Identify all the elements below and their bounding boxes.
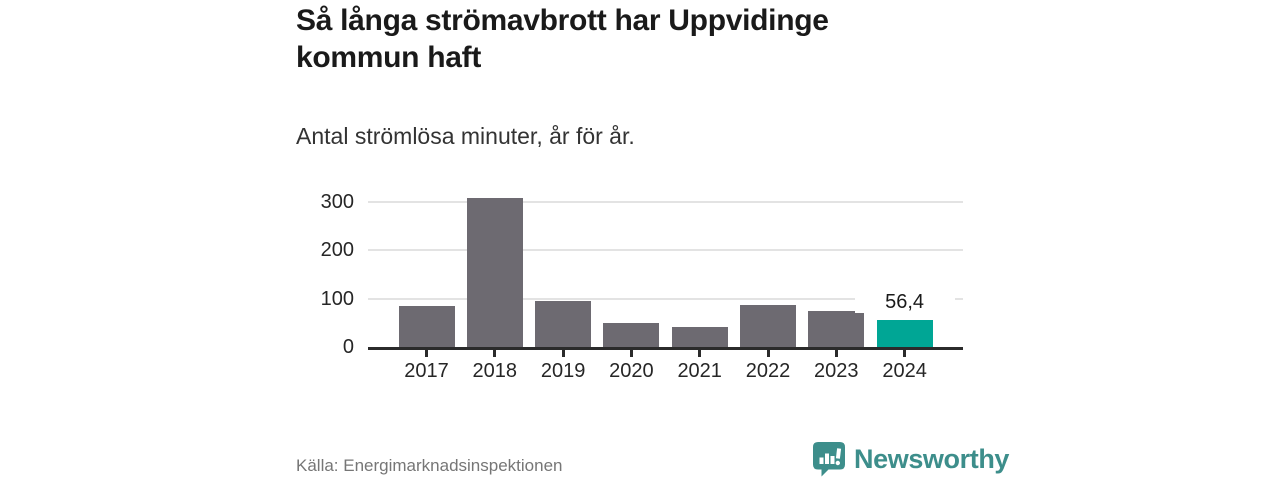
bar-2021 — [671, 326, 728, 347]
y-axis-label: 200 — [320, 239, 354, 262]
x-axis-tick — [834, 350, 838, 357]
bar-2022 — [740, 305, 796, 347]
y-axis-label: 100 — [320, 287, 354, 310]
x-axis-label: 2024 — [882, 360, 927, 382]
x-axis-label: 2018 — [472, 360, 518, 382]
bar-2024 — [876, 319, 933, 347]
x-axis-label: 2020 — [609, 360, 654, 382]
bar-2019 — [535, 300, 592, 347]
gridline-200 — [368, 249, 963, 252]
x-axis-tick — [425, 350, 428, 357]
x-axis-label: 2022 — [745, 360, 791, 382]
bar-2023 — [808, 310, 865, 347]
x-axis-tick — [766, 350, 770, 357]
gridline-300 — [368, 201, 963, 204]
chart-subtitle: Antal strömlösa minuter, år för år. — [296, 123, 635, 149]
x-axis-label: 2021 — [677, 360, 722, 382]
y-axis-label: 0 — [342, 336, 354, 358]
newsworthy-bubble-chart-icon — [813, 442, 845, 477]
x-axis-tick — [561, 350, 565, 357]
x-axis-tick — [493, 350, 497, 357]
x-axis-label: 2019 — [540, 360, 586, 382]
x-axis-label: 2023 — [814, 360, 859, 382]
chart-title: Så långa strömavbrott har Uppvidinge kom… — [296, 4, 829, 74]
bar-2020 — [603, 323, 660, 347]
plot-area: 56,4 — [368, 195, 963, 350]
x-axis-tick — [903, 350, 907, 357]
bar-2018 — [466, 198, 523, 347]
x-axis-tick — [629, 350, 633, 357]
y-axis-label: 300 — [320, 191, 354, 214]
bar-chart: 56,4 0 100 200 300 2017 2018 2019 2020 2021 2022 2… — [296, 191, 986, 395]
source-note: Källa: Energimarknadsinspektionen — [296, 456, 563, 475]
data-label-highlight: 56,4 — [854, 290, 955, 313]
x-axis-label: 2017 — [404, 360, 449, 382]
newsworthy-wordmark: Newsworthy — [854, 443, 1010, 474]
gridline-100 — [368, 297, 963, 300]
bar-2017 — [398, 306, 455, 347]
newsworthy-logo: Newsworthy — [811, 441, 1009, 477]
x-axis-tick — [698, 350, 702, 357]
